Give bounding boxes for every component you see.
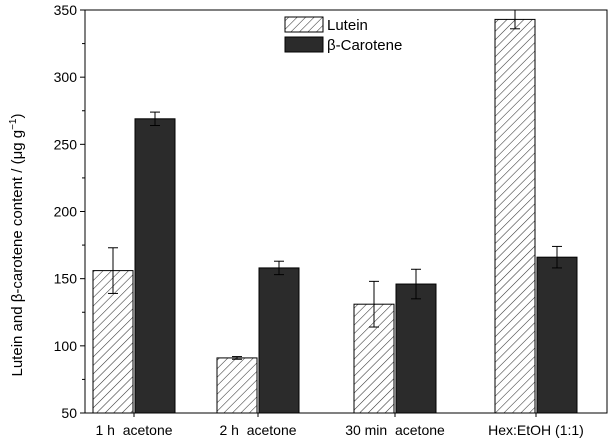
x-tick-label: 30 min acetone [345,422,445,438]
y-tick-label: 250 [54,136,78,152]
error-bar-beta-carotene [552,245,562,269]
error-bar-beta-carotene [274,260,284,276]
axes [80,9,608,417]
bar-beta-carotene [536,256,578,414]
bar-beta-carotene [134,118,176,414]
error-bar-lutein [108,247,118,294]
tick-labels: 50 100 150 200 250 300 350 1 h acetone 2 h aceto… [54,2,584,438]
legend-swatch-lutein [284,16,324,33]
x-tick-label: 2 h acetone [219,422,296,438]
y-tick-label: 300 [54,69,78,85]
y-axis-label: Lutein and β-carotene content / (μg g−1) [8,114,26,377]
bar-lutein [92,270,134,414]
error-bar-lutein [369,280,379,328]
error-bar-lutein [510,9,520,30]
y-tick-label: 150 [54,271,78,287]
legend-swatch-beta-carotene [284,36,324,53]
y-tick-label: 100 [54,338,78,354]
bars [92,9,578,414]
legend-label-lutein: Lutein [327,17,368,34]
bar-lutein [216,357,258,414]
error-bar-beta-carotene [150,111,160,127]
x-tick-label: Hex:EtOH (1:1) [488,422,584,438]
y-tick-label: 50 [61,405,77,421]
error-bar-lutein [232,356,242,360]
bar-beta-carotene [258,267,300,414]
x-tick-label: 1 h acetone [95,422,172,438]
y-tick-label: 200 [54,204,78,220]
bar-lutein [353,303,395,414]
y-tick-label: 350 [54,2,78,18]
error-bar-beta-carotene [411,268,421,300]
bar-lutein [494,18,536,414]
bar-beta-carotene [395,283,437,414]
legend: Lutein β-Carotene [284,16,402,54]
legend-label-beta-carotene: β-Carotene [327,37,402,54]
